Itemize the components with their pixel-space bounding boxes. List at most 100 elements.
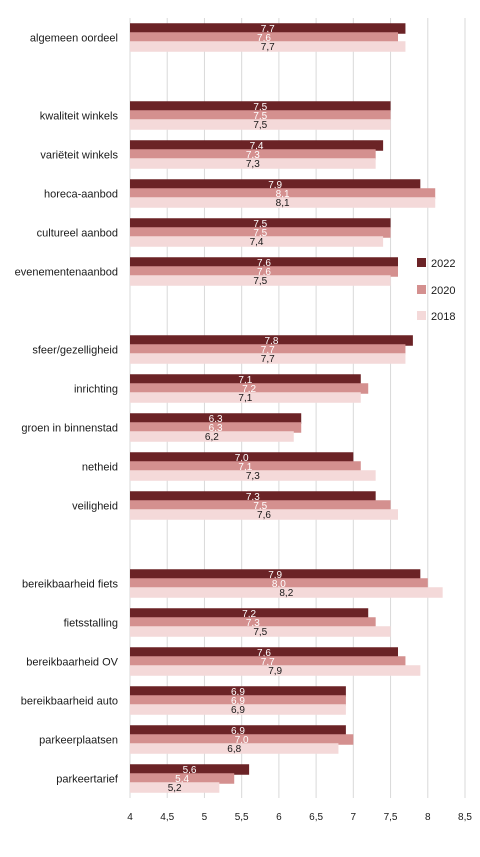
data-label-2022: 6,9 bbox=[231, 726, 245, 737]
data-label-2022: 7,3 bbox=[246, 492, 260, 503]
bar-2018 bbox=[130, 41, 406, 52]
data-label-2022: 7,4 bbox=[250, 141, 264, 152]
bar-2022 bbox=[130, 725, 346, 736]
bar-2018 bbox=[130, 353, 406, 364]
category-label: veiligheid bbox=[72, 501, 118, 513]
data-label-2022: 7,5 bbox=[253, 219, 267, 230]
data-label-2020: 7,6 bbox=[257, 267, 271, 278]
data-label-2020: 7,0 bbox=[235, 735, 249, 746]
data-label-2020: 7,7 bbox=[261, 657, 275, 668]
data-label-2018: 7,7 bbox=[261, 354, 275, 365]
data-label-2020: 6,3 bbox=[209, 423, 223, 434]
bar-2020 bbox=[130, 656, 406, 667]
data-label-2018: 5,2 bbox=[168, 783, 182, 794]
bar-2020 bbox=[130, 617, 376, 628]
bar-2020 bbox=[130, 266, 398, 277]
data-label-2018: 7,9 bbox=[268, 666, 282, 677]
bar-2020 bbox=[130, 227, 391, 238]
data-label-2018: 6,9 bbox=[231, 705, 245, 716]
data-label-2022: 7,0 bbox=[235, 453, 249, 464]
data-label-2018: 7,5 bbox=[253, 120, 267, 131]
data-label-2020: 7,3 bbox=[246, 618, 260, 629]
data-label-2020: 8,0 bbox=[272, 579, 286, 590]
bar-2022 bbox=[130, 686, 346, 697]
bar-2022 bbox=[130, 335, 413, 346]
bar-2022 bbox=[130, 647, 398, 658]
data-label-2020: 7,5 bbox=[253, 111, 267, 122]
category-label: parkeertarief bbox=[56, 774, 119, 786]
bar-2018 bbox=[130, 431, 294, 442]
data-label-2022: 7,7 bbox=[261, 24, 275, 35]
category-label: netheid bbox=[82, 462, 118, 474]
bar-2018 bbox=[130, 665, 421, 676]
gridlines bbox=[129, 18, 466, 798]
legend: 2022 2020 2018 bbox=[417, 258, 455, 323]
category-labels: algemeen oordeel kwaliteit winkels variëte… bbox=[15, 33, 119, 786]
bar-2022 bbox=[130, 569, 421, 580]
bar-2020 bbox=[130, 188, 436, 199]
bar-2018 bbox=[130, 743, 339, 754]
data-label-2018: 7,3 bbox=[246, 471, 260, 482]
category-label: sfeer/gezelligheid bbox=[32, 345, 118, 357]
bars: 7,77,57,47,97,57,67,87,16,37,07,37,97,27… bbox=[130, 23, 443, 794]
bar-2018 bbox=[130, 509, 398, 520]
data-label-2022: 6,9 bbox=[231, 687, 245, 698]
bar-2020 bbox=[130, 344, 406, 355]
bar-2020 bbox=[130, 422, 302, 433]
category-label: evenementenaanbod bbox=[15, 267, 118, 279]
x-axis-ticks: 4 4,5 5 5,5 6 6,5 7 7,5 8 8,5 bbox=[127, 812, 472, 823]
category-label: bereikbaarheid auto bbox=[21, 696, 118, 708]
legend-swatch-2022 bbox=[417, 258, 426, 267]
data-label-2022: 7,9 bbox=[268, 180, 282, 191]
bar-2018 bbox=[130, 275, 391, 286]
bar-2018 bbox=[130, 197, 436, 208]
bar-2020 bbox=[130, 578, 428, 589]
x-tick-label: 8 bbox=[425, 812, 431, 823]
x-tick-label: 4 bbox=[127, 812, 133, 823]
bar-2018 bbox=[130, 704, 346, 715]
bar-2022 bbox=[130, 140, 384, 151]
x-tick-label: 7,5 bbox=[384, 812, 398, 823]
bar-2022 bbox=[130, 608, 369, 619]
bar-2018 bbox=[130, 158, 376, 169]
data-label-2020: 7,5 bbox=[253, 501, 267, 512]
category-label: groen in binnenstad bbox=[21, 423, 118, 435]
category-label: parkeerplaatsen bbox=[39, 735, 118, 747]
data-label-2018: 7,7 bbox=[261, 42, 275, 53]
data-label-2018: 7,3 bbox=[246, 159, 260, 170]
data-label-2022: 7,9 bbox=[268, 570, 282, 581]
x-tick-label: 5 bbox=[202, 812, 208, 823]
category-label: bereikbaarheid OV bbox=[26, 657, 118, 669]
data-label-2022: 7,1 bbox=[238, 375, 252, 386]
legend-swatch-2020 bbox=[417, 285, 426, 294]
bar-2022 bbox=[130, 257, 398, 268]
data-label-2022: 6,3 bbox=[209, 414, 223, 425]
bar-2020 bbox=[130, 773, 235, 784]
data-label-2022: 7,5 bbox=[253, 102, 267, 113]
bar-2020 bbox=[130, 383, 369, 394]
bar-2020 bbox=[130, 149, 376, 160]
legend-label-2020: 2020 bbox=[431, 285, 455, 297]
data-label-2018: 8,2 bbox=[279, 588, 293, 599]
bar-2022 bbox=[130, 374, 361, 385]
data-label-2020: 7,2 bbox=[242, 384, 256, 395]
x-tick-label: 7 bbox=[351, 812, 357, 823]
category-label: cultureel aanbod bbox=[37, 228, 118, 240]
bar-2018 bbox=[130, 782, 220, 793]
category-label: fietsstalling bbox=[64, 618, 118, 630]
category-label: variëteit winkels bbox=[40, 150, 118, 162]
data-label-2018: 7,6 bbox=[257, 510, 271, 521]
legend-label-2018: 2018 bbox=[431, 311, 455, 323]
x-tick-label: 6 bbox=[276, 812, 282, 823]
category-label: bereikbaarheid fiets bbox=[22, 579, 119, 591]
legend-swatch-2018 bbox=[417, 311, 426, 320]
category-label: algemeen oordeel bbox=[30, 33, 118, 45]
category-label: horeca-aanbod bbox=[44, 189, 118, 201]
bar-2018 bbox=[130, 392, 361, 403]
bar-2022 bbox=[130, 101, 391, 112]
bar-2020 bbox=[130, 695, 346, 706]
category-label: inrichting bbox=[74, 384, 118, 396]
category-label: kwaliteit winkels bbox=[40, 111, 119, 123]
bar-2022 bbox=[130, 23, 406, 34]
